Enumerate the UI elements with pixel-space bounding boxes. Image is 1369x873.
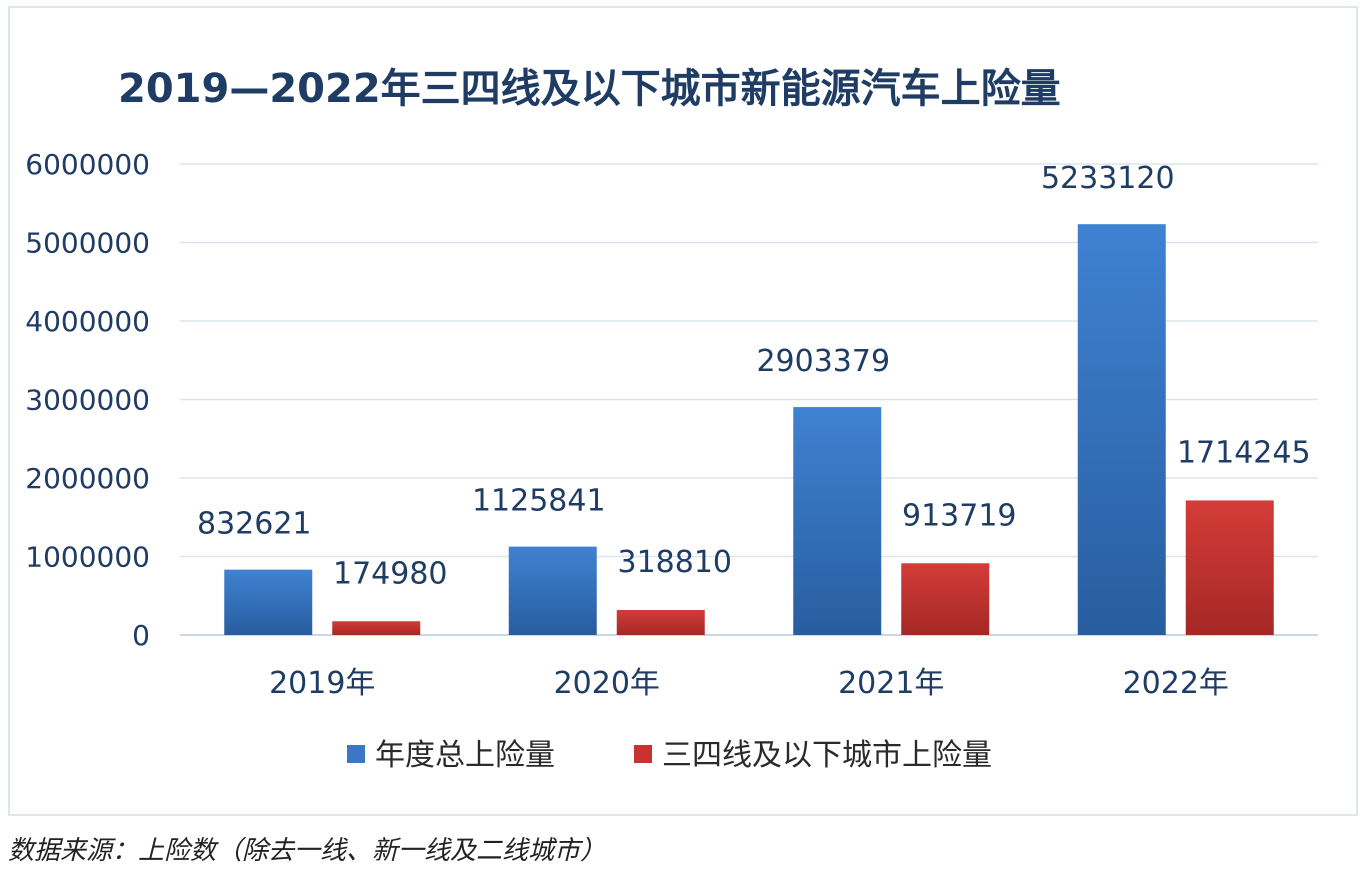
y-tick-label: 5000000 [25,227,150,260]
bar-total [508,546,597,635]
bar-lower-tier [1185,500,1274,635]
bars [224,224,1274,635]
y-tick-label: 4000000 [25,305,150,338]
x-tick-label: 2020年 [554,666,660,701]
x-axis-ticks: 2019年 2020年 2021年 2022年 [269,666,1229,701]
x-tick-label: 2022年 [1123,666,1229,701]
y-tick-label: 0 [132,619,150,652]
legend-swatch-lower-tier [634,745,652,763]
y-tick-label: 3000000 [25,384,150,417]
data-label-total: 2903379 [756,344,890,379]
bar-total [793,407,882,635]
data-label-lower-tier: 913719 [902,498,1017,533]
y-axis-ticks: 0 1000000 2000000 3000000 4000000 5000000 6000… [25,148,150,652]
data-labels: 832621 174980 1125841 318810 2903379 913719 52… [197,161,1311,591]
y-tick-label: 2000000 [25,462,150,495]
x-tick-label: 2019年 [269,666,375,701]
legend-swatch-total [347,745,365,763]
bar-total [1077,224,1166,635]
y-tick-label: 1000000 [25,541,150,574]
bar-lower-tier [332,621,421,635]
data-label-total: 1125841 [472,484,606,519]
data-label-total: 832621 [197,507,312,542]
x-tick-label: 2021年 [838,666,944,701]
bar-lower-tier [616,609,705,635]
bar-total [224,569,313,635]
legend-label-lower-tier: 三四线及以下城市上险量 [662,738,992,773]
y-tick-label: 6000000 [25,148,150,181]
data-label-lower-tier: 174980 [333,556,448,591]
legend-label-total: 年度总上险量 [375,738,555,773]
source-note: 数据来源：上险数（除去一线、新一线及二线城市） [8,836,607,866]
data-label-lower-tier: 318810 [617,545,732,580]
legend: 年度总上险量 三四线及以下城市上险量 [347,738,992,773]
chart-title: 2019—2022年三四线及以下城市新能源汽车上险量 [118,66,1061,112]
bar-lower-tier [901,563,990,635]
data-label-total: 5233120 [1041,161,1175,196]
data-label-lower-tier: 1714245 [1177,435,1311,470]
